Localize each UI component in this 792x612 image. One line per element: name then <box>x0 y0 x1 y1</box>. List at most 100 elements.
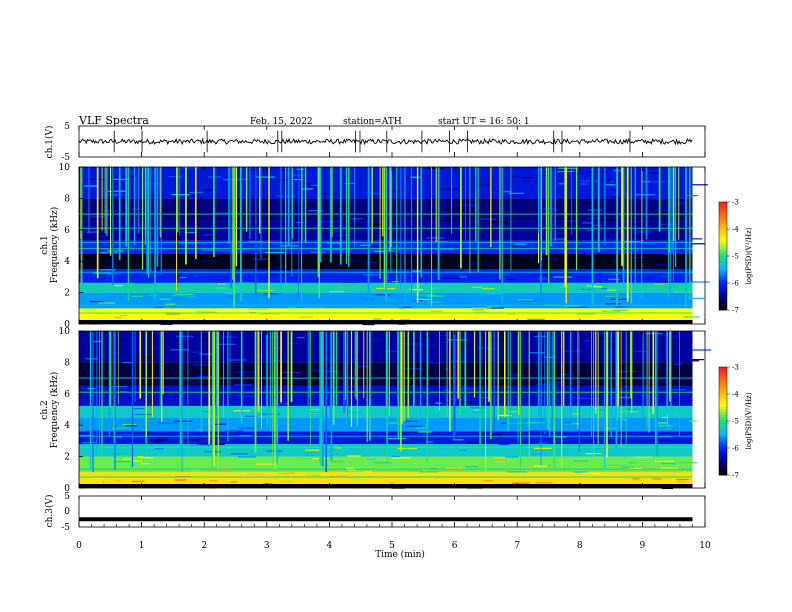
spectrogram-speckle <box>667 313 686 315</box>
spectrogram-speckle <box>602 219 620 221</box>
spectrogram-speckle <box>665 428 672 430</box>
spectrogram-speckle <box>240 386 250 388</box>
colorbar-cell <box>719 423 727 426</box>
spectrogram-speckle <box>506 313 516 315</box>
spectrogram-speckle <box>373 223 383 226</box>
spectrogram-speckle <box>575 434 589 436</box>
spectrogram-speckle <box>146 267 157 269</box>
colorbar-cell <box>719 397 727 400</box>
spectrogram-speckle <box>676 478 689 481</box>
spectrogram-speckle <box>552 238 567 240</box>
spectrogram-speckle <box>336 206 348 208</box>
spectrogram-speckle <box>83 348 100 350</box>
spectrogram-speckle <box>216 283 226 285</box>
spectrogram-speckle <box>237 456 257 458</box>
spectrogram-speckle <box>175 297 185 300</box>
spectrogram-band <box>79 406 693 418</box>
ch1-colorbar: -3 -4 -5 -6 -7 log(PSD)(V²/Hz) <box>718 199 753 315</box>
colorbar-cell <box>719 367 727 370</box>
spectrogram-speckle <box>334 234 353 236</box>
spectrogram-speckle <box>80 441 97 444</box>
spectrogram-speckle <box>535 383 549 385</box>
xtick-label: 3 <box>264 541 270 551</box>
spectrogram-speckle <box>247 237 256 240</box>
spectrogram-speckle <box>90 481 104 483</box>
spectrogram-speckle <box>472 309 484 311</box>
spectrogram-speckle <box>161 311 179 313</box>
colorbar-cell <box>719 240 727 243</box>
spectrogram-speckle <box>122 423 137 426</box>
colorbar-cell <box>719 206 727 209</box>
spectrogram-speckle <box>99 252 118 254</box>
spectrogram-speckle <box>329 445 339 447</box>
spectrogram-speckle <box>324 351 334 353</box>
spectrogram-speckle <box>452 439 464 441</box>
spectrogram-speckle <box>330 461 344 463</box>
spectrogram-speckle <box>640 378 651 381</box>
spectrogram-speckle <box>351 291 370 293</box>
spectrogram-speckle <box>114 284 123 287</box>
spectrogram-speckle <box>262 336 281 338</box>
spectrogram-speckle <box>126 221 142 223</box>
spectrogram-speckle <box>201 331 211 333</box>
spectrogram-speckle <box>416 345 436 347</box>
spectrogram-speckle <box>604 295 617 297</box>
spectrogram-speckle <box>161 209 169 212</box>
spectrogram-speckle <box>559 169 567 171</box>
colorbar-cell <box>719 262 727 265</box>
colorbar-cell <box>719 439 727 442</box>
spectrogram-speckle <box>654 209 669 212</box>
spectrogram-speckle <box>154 448 164 450</box>
ytick-label: 4 <box>64 257 70 267</box>
date-label: Feb. 15, 2022 <box>250 117 313 127</box>
spectrogram-speckle <box>265 252 285 254</box>
spectrogram-speckle <box>632 478 640 480</box>
spectrogram-speckle <box>689 281 710 283</box>
ytick-label: 4 <box>64 421 70 431</box>
spectrogram-speckle <box>405 420 418 422</box>
spectrogram-speckle <box>280 239 299 242</box>
spectrogram-speckle <box>677 480 686 483</box>
spectrogram-speckle <box>150 439 168 441</box>
colorbar-cell <box>719 421 727 424</box>
spectrogram-band <box>79 417 693 432</box>
xtick-label: 10 <box>699 541 711 551</box>
colorbar-cell <box>719 236 727 239</box>
spectrogram-speckle <box>576 181 592 183</box>
colorbar-cell <box>719 377 727 380</box>
spectrogram-speckle <box>251 372 263 374</box>
spectrogram-speckle <box>655 422 669 425</box>
spectrogram-speckle <box>286 472 296 474</box>
spectrogram-speckle <box>535 482 553 484</box>
colorbar-cell <box>719 411 727 414</box>
spectrogram-speckle <box>390 265 398 267</box>
spectrogram-speckle <box>427 362 443 364</box>
colorbar-cell <box>719 465 727 468</box>
colorbar-cell <box>719 385 727 388</box>
colorbar-cell <box>719 212 727 215</box>
spectrogram-speckle <box>178 375 188 377</box>
spectrogram-speckle <box>429 467 438 469</box>
spectrogram-speckle <box>577 397 596 400</box>
colorbar-cell <box>719 409 727 412</box>
spectrogram-speckle <box>415 294 430 296</box>
spectrogram-speckle <box>565 422 572 424</box>
ch1-spectrogram-image <box>79 167 710 326</box>
spectrogram-speckle <box>124 216 138 219</box>
colorbar-cell <box>719 461 727 464</box>
spectrogram-speckle <box>326 191 347 193</box>
spectrogram-speckle <box>461 388 477 390</box>
spectrogram-speckle <box>397 447 418 450</box>
spectrogram-speckle <box>115 461 131 463</box>
spectrogram-speckle <box>317 379 332 382</box>
spectrogram-speckle <box>337 233 357 235</box>
spectrogram-speckle <box>153 441 163 443</box>
spectrogram-speckle <box>330 475 348 478</box>
spectrogram-speckle <box>505 175 522 177</box>
ytick-label: 2 <box>64 289 70 299</box>
spectrogram-speckle <box>138 457 154 459</box>
spectrogram-speckle <box>580 183 589 185</box>
spectrogram-speckle <box>337 336 348 339</box>
colorbar-tick-label: -4 <box>732 226 739 234</box>
spectrogram-speckle <box>198 438 206 440</box>
